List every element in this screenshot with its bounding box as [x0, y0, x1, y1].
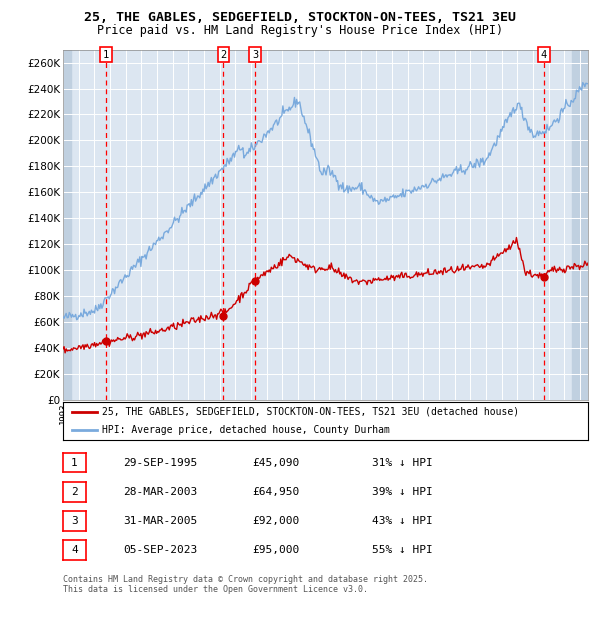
- Text: 4: 4: [541, 50, 547, 60]
- Text: £64,950: £64,950: [252, 487, 299, 497]
- Text: 31% ↓ HPI: 31% ↓ HPI: [372, 458, 433, 467]
- Text: 2: 2: [71, 487, 78, 497]
- Bar: [63, 50, 71, 400]
- Text: 3: 3: [252, 50, 258, 60]
- Text: £92,000: £92,000: [252, 516, 299, 526]
- Text: 31-MAR-2005: 31-MAR-2005: [123, 516, 197, 526]
- Text: HPI: Average price, detached house, County Durham: HPI: Average price, detached house, Coun…: [103, 425, 390, 435]
- Text: 1: 1: [103, 50, 109, 60]
- Text: 25, THE GABLES, SEDGEFIELD, STOCKTON-ON-TEES, TS21 3EU: 25, THE GABLES, SEDGEFIELD, STOCKTON-ON-…: [84, 11, 516, 24]
- Text: 3: 3: [71, 516, 78, 526]
- Text: 28-MAR-2003: 28-MAR-2003: [123, 487, 197, 497]
- Text: Contains HM Land Registry data © Crown copyright and database right 2025.: Contains HM Land Registry data © Crown c…: [63, 575, 428, 584]
- Text: 43% ↓ HPI: 43% ↓ HPI: [372, 516, 433, 526]
- Text: £95,000: £95,000: [252, 545, 299, 555]
- Text: 4: 4: [71, 545, 78, 555]
- Text: 05-SEP-2023: 05-SEP-2023: [123, 545, 197, 555]
- Text: £45,090: £45,090: [252, 458, 299, 467]
- Text: This data is licensed under the Open Government Licence v3.0.: This data is licensed under the Open Gov…: [63, 585, 368, 594]
- Bar: [572, 50, 588, 400]
- Text: 39% ↓ HPI: 39% ↓ HPI: [372, 487, 433, 497]
- Text: 2: 2: [220, 50, 227, 60]
- Text: 55% ↓ HPI: 55% ↓ HPI: [372, 545, 433, 555]
- Text: 25, THE GABLES, SEDGEFIELD, STOCKTON-ON-TEES, TS21 3EU (detached house): 25, THE GABLES, SEDGEFIELD, STOCKTON-ON-…: [103, 407, 520, 417]
- Text: 29-SEP-1995: 29-SEP-1995: [123, 458, 197, 467]
- Text: 1: 1: [71, 458, 78, 467]
- Text: Price paid vs. HM Land Registry's House Price Index (HPI): Price paid vs. HM Land Registry's House …: [97, 24, 503, 37]
